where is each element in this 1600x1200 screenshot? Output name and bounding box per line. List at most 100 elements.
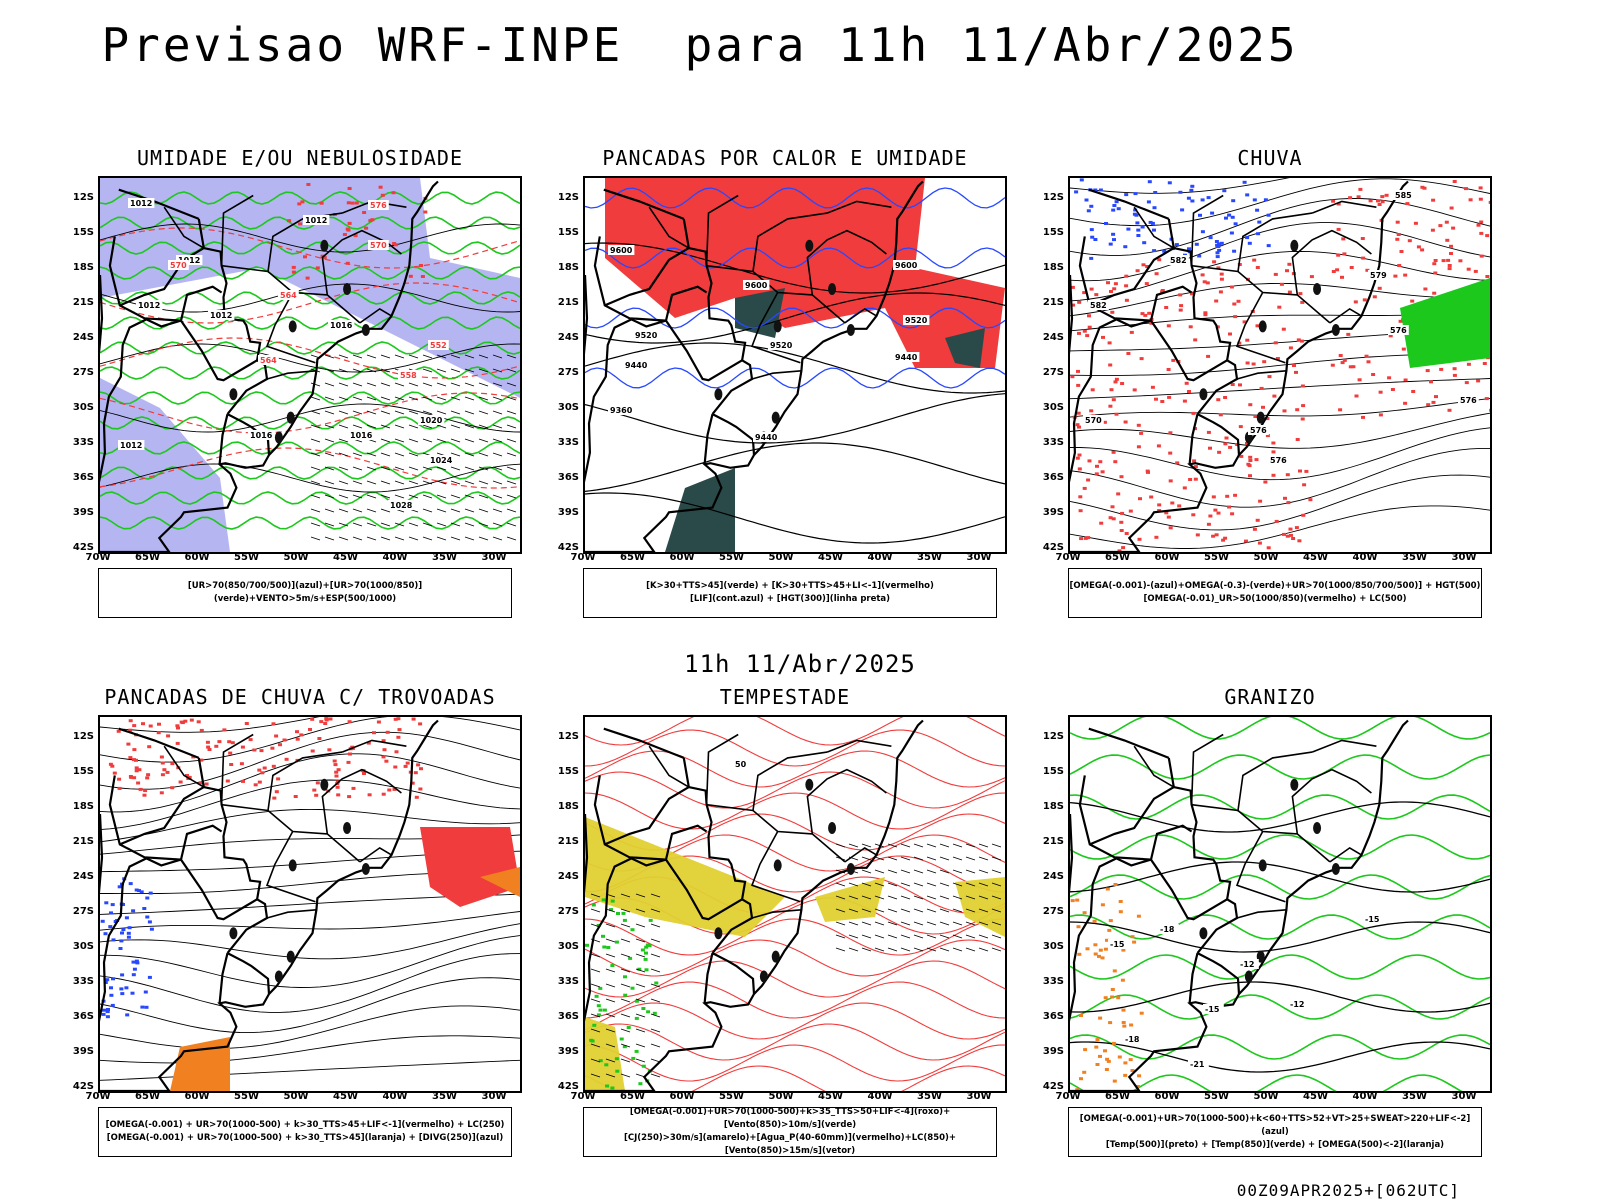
- panel-title: PANCADAS POR CALOR E UMIDADE: [602, 146, 968, 170]
- state-border: [1235, 831, 1286, 903]
- lat-tick-label: 30S: [1042, 402, 1064, 413]
- panel-legend: [UR>70(850/700/500)](azul)+[UR>70(1000/8…: [98, 568, 512, 618]
- state-border: [752, 212, 828, 272]
- state-border: [359, 846, 392, 863]
- thunder-orange-area: [480, 867, 520, 897]
- lon-tick-label: 60W: [184, 552, 210, 563]
- country-border: [682, 218, 747, 361]
- humidity-lower-contour: [100, 266, 520, 280]
- country-border: [703, 413, 714, 465]
- lon-tick-label: 30W: [481, 552, 507, 563]
- lake: [805, 239, 814, 252]
- country-border: [585, 857, 667, 1022]
- lat-tick-label: 33S: [1042, 437, 1064, 448]
- contour-label: 576: [1460, 396, 1477, 405]
- contour-label: 1016: [250, 431, 273, 440]
- humidity-lower-contour: [100, 191, 520, 205]
- lon-tick-label: 70W: [85, 1091, 111, 1102]
- lat-tick-label: 24S: [557, 332, 579, 343]
- state-border: [163, 206, 205, 249]
- lat-tick-label: 27S: [1042, 367, 1064, 378]
- lon-tick-label: 40W: [867, 1091, 893, 1102]
- map-plot: 585 582 582 579 576 576 576 570 576: [1068, 176, 1492, 554]
- basemap: [585, 719, 924, 1091]
- precipitable-water-contour: [585, 1065, 1005, 1091]
- state-border: [751, 909, 802, 919]
- hgt300-contour: [585, 393, 1005, 444]
- contour-labels: 1012 1012 1012 1012 1012 1016 1016 1020 1024 1028…: [118, 198, 455, 510]
- lat-tick-label: 30S: [72, 402, 94, 413]
- lat-tick-label: 30S: [557, 941, 579, 952]
- temp-500-contour: [1070, 921, 1490, 953]
- state-border: [266, 370, 317, 380]
- state-border: [1329, 846, 1362, 863]
- lat-tick-label: 18S: [72, 262, 94, 273]
- lat-tick-label: 15S: [72, 766, 94, 777]
- state-border: [648, 206, 690, 249]
- contour-label: 9600: [610, 246, 633, 255]
- lon-tick-label: 55W: [1204, 1091, 1229, 1102]
- legend-line: [Temp(500)](preto) + [Temp(850)](verde) …: [1105, 1139, 1445, 1150]
- contour-label: 576: [370, 201, 387, 210]
- country-border: [711, 952, 756, 995]
- country-border: [118, 727, 200, 759]
- lake: [1290, 778, 1299, 791]
- lat-tick-label: 15S: [1042, 766, 1064, 777]
- coastline: [100, 180, 439, 552]
- humidity-lower-contour: [100, 516, 520, 530]
- pressure-isobar: [100, 223, 520, 253]
- lat-tick-label: 42S: [557, 1081, 579, 1092]
- lake: [1331, 862, 1340, 875]
- lat-tick-label: 36S: [72, 1011, 94, 1022]
- lon-tick-label: 65W: [620, 1091, 645, 1102]
- contour-label: 9600: [895, 261, 918, 270]
- country-border: [1149, 285, 1228, 382]
- country-border: [100, 318, 182, 483]
- lon-tick-label: 35W: [1402, 1091, 1427, 1102]
- lon-tick-label: 40W: [1352, 1091, 1378, 1102]
- contour-label: 9440: [625, 361, 648, 370]
- lon-tick-label: 30W: [966, 552, 992, 563]
- temp-500-contour: [1070, 861, 1490, 893]
- state-border: [1236, 909, 1287, 919]
- lat-tick-label: 12S: [1042, 192, 1064, 203]
- basemap: [1070, 180, 1409, 552]
- panel-umidade: UMIDADE E/OU NEBULOSIDADE 1012 1012 1012 101…: [60, 146, 540, 626]
- precipitable-water-contour: [585, 1023, 1005, 1061]
- state-border: [705, 733, 739, 805]
- state-border: [844, 846, 877, 863]
- basemap: [100, 719, 439, 1091]
- precipitable-water-contour: [585, 939, 1005, 977]
- country-border: [1149, 824, 1228, 921]
- lat-tick-label: 15S: [1042, 227, 1064, 238]
- country-border: [218, 952, 229, 1004]
- state-border: [844, 307, 877, 324]
- lake: [343, 822, 352, 835]
- thickness-contour: [100, 337, 520, 379]
- legend-line: [CJ(250)>30m/s](amarelo)+[Agua_P(40-60mm…: [623, 1133, 957, 1156]
- lake: [1313, 822, 1322, 835]
- lon-tick-label: 30W: [1451, 1091, 1477, 1102]
- lake: [1256, 411, 1265, 424]
- state-border: [220, 194, 254, 266]
- lat-tick-label: 12S: [1042, 731, 1064, 742]
- run-timestamp: 00Z09APR2025+[062UTC]: [1236, 1181, 1460, 1200]
- lat-tick-label: 24S: [72, 871, 94, 882]
- country-border: [179, 285, 258, 382]
- state-border: [705, 194, 739, 266]
- coastline: [585, 719, 924, 1091]
- state-border: [1191, 264, 1331, 324]
- precipitable-water-contour: [585, 771, 1005, 809]
- country-border: [1188, 413, 1199, 465]
- state-border: [752, 751, 828, 811]
- lake: [229, 927, 238, 940]
- country-border: [703, 952, 714, 1004]
- humidity-lower-contour: [100, 466, 520, 480]
- precipitable-water-contour: [585, 750, 1005, 788]
- panel-tempestade: TEMPESTADE 50 12S 15S 18S 21S 24S 27S 30S 33S 36S 3…: [545, 685, 1025, 1165]
- lon-tick-label: 35W: [917, 552, 942, 563]
- state-border: [163, 745, 205, 788]
- lake: [1331, 323, 1340, 336]
- contour-label: -12: [1240, 960, 1254, 969]
- country-border: [1167, 218, 1232, 361]
